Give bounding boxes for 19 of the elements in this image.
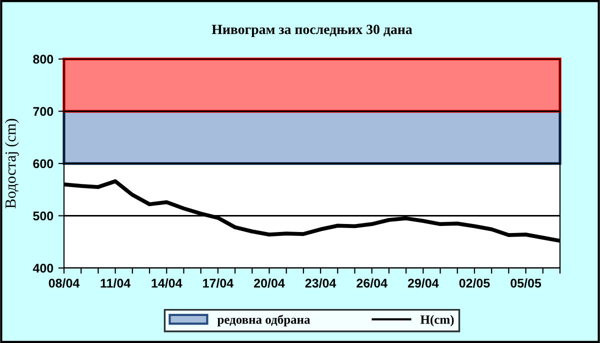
x-tick-label: 08/04 <box>48 278 80 288</box>
y-axis-title: Водостај (cm) <box>4 118 19 208</box>
y-tick-label: 400 <box>32 264 54 273</box>
x-tick-label: 29/04 <box>408 278 439 288</box>
x-tick-label: 11/04 <box>100 278 131 288</box>
legend-label: редовна одбрана <box>217 314 310 326</box>
legend-label: H(cm) <box>420 315 454 326</box>
x-tick-label: 20/04 <box>254 278 285 288</box>
y-tick-label: 700 <box>33 107 54 116</box>
x-tick-label: 14/04 <box>152 278 182 288</box>
x-tick-label: 23/04 <box>305 278 336 288</box>
x-tick-label: 17/04 <box>203 278 234 288</box>
y-tick-label: 600 <box>33 159 54 168</box>
chart-title: Нивограм за последњих 30 дана <box>212 24 412 37</box>
y-tick-label: 800 <box>33 54 54 64</box>
y-tick-label: 500 <box>33 212 54 220</box>
x-tick-label: 26/04 <box>356 278 388 288</box>
x-tick-label: 02/05 <box>459 278 490 288</box>
x-tick-label: 05/05 <box>510 278 542 288</box>
